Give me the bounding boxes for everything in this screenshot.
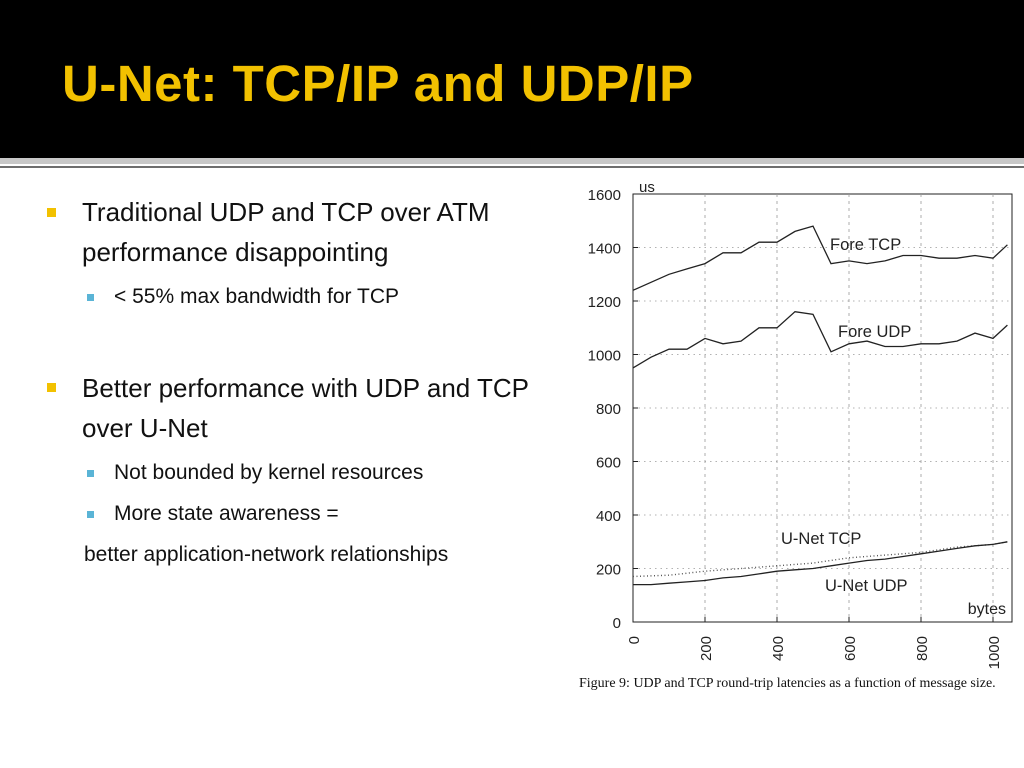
series-line-fore-udp [632,311,1008,369]
y-tick-label: 200 [596,562,621,579]
sub-bullet-marker [87,511,94,518]
latency-chart: 0 200 400 600 800 1000 1200 1400 1600 0 200 400 600 8… [579,179,1013,691]
sub-bullet-marker [87,470,94,477]
title-divider-gap [0,164,1024,166]
latency-figure: 0 200 400 600 800 1000 1200 1400 1600 0 200 400 600 8… [575,172,1024,720]
bullet-marker [47,208,56,217]
series-label-u-net-udp: U-Net UDP [825,577,908,595]
series-label-fore-tcp: Fore TCP [830,236,901,254]
x-tick-label: 0 [626,636,643,644]
x-axis-label: bytes [968,601,1006,618]
x-tick-label: 400 [770,636,787,661]
bullet-2-continuation: better application-network relationships [84,543,449,566]
bullet-2-text: Better performance with UDP and TCP over… [82,373,529,443]
series-line-fore-tcp [632,225,1008,291]
y-tick-label: 600 [596,455,621,472]
x-tick-label: 200 [698,636,715,661]
y-tick-label: 1000 [588,348,621,365]
y-tick-label: 400 [596,508,621,525]
y-tick-label: 1200 [588,294,621,311]
series-label-u-net-tcp: U-Net TCP [781,530,861,548]
bullet-1-text: Traditional UDP and TCP over ATM perform… [82,197,490,267]
series-line-u-net-udp [633,541,1008,586]
title-divider-shadow [0,166,1024,168]
y-tick-label: 800 [596,401,621,418]
figure-caption: Figure 9: UDP and TCP round-trip latenci… [579,676,996,691]
title-divider [0,158,1024,164]
slide-title: U-Net: TCP/IP and UDP/IP [62,55,694,112]
bullet-marker [47,383,56,392]
y-tick-label: 1600 [588,187,621,204]
y-axis-label: us [639,179,655,196]
series-label-fore-udp: Fore UDP [838,323,911,341]
x-tick-label: 600 [842,636,859,661]
sub-bullet-marker [87,294,94,301]
bullet-2-sub-2: More state awareness = [114,502,339,525]
bullet-2-sub-1: Not bounded by kernel resources [114,461,424,484]
y-tick-label: 0 [613,615,621,632]
bullet-1-sub-1: < 55% max bandwidth for TCP [114,285,400,308]
title-bar: U-Net: TCP/IP and UDP/IP [0,0,1024,158]
y-tick-label: 1400 [588,241,621,258]
bullet-list: Traditional UDP and TCP over ATM perform… [0,168,575,768]
figure-caption-text: Figure 9: UDP and TCP round-trip latenci… [579,676,996,691]
x-tick-label: 800 [914,636,931,661]
x-tick-label: 1000 [986,636,1003,669]
